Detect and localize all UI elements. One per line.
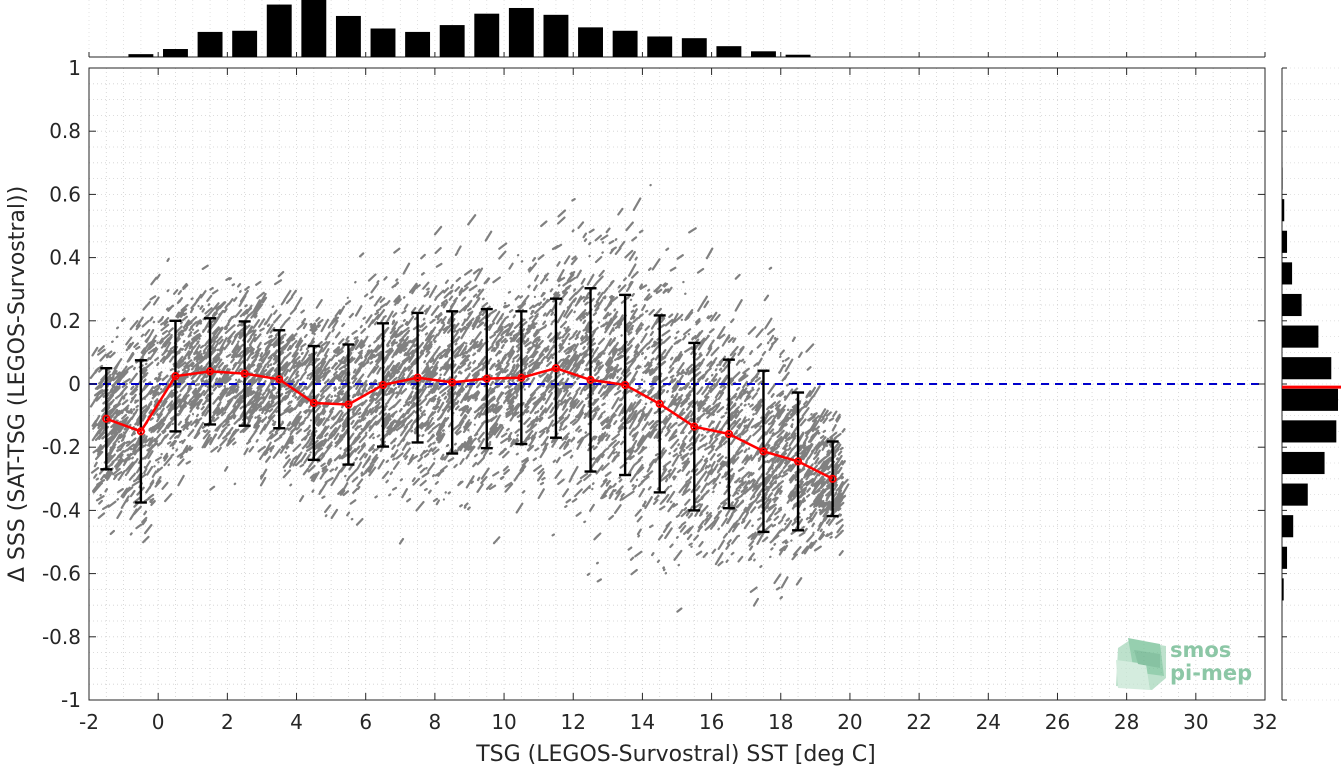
mean-point bbox=[344, 400, 353, 409]
right-hist-bar bbox=[1282, 515, 1294, 538]
x-tick-label: 0 bbox=[152, 710, 165, 734]
y-tick-label: 0.2 bbox=[49, 309, 81, 333]
top-hist-bar bbox=[370, 28, 396, 57]
mean-point bbox=[413, 373, 422, 382]
mean-point bbox=[793, 457, 803, 466]
y-tick-label: -0.4 bbox=[42, 498, 81, 522]
right-hist-bar bbox=[1282, 357, 1332, 380]
right-hist-bar bbox=[1282, 293, 1302, 317]
top-hist-bar bbox=[439, 25, 465, 57]
mean-point bbox=[240, 369, 249, 378]
top-hist-bar bbox=[751, 51, 776, 57]
mean-point bbox=[551, 364, 561, 373]
mean-point bbox=[448, 378, 457, 387]
mean-point bbox=[724, 429, 733, 439]
x-axis-label: TSG (LEGOS-Survostral) SST [deg C] bbox=[475, 742, 876, 767]
mean-point bbox=[759, 447, 768, 456]
mean-point bbox=[205, 367, 215, 376]
top-hist-bar bbox=[785, 54, 811, 57]
mean-point bbox=[690, 422, 699, 431]
x-tick-label: -2 bbox=[79, 710, 99, 734]
top-hist-bar bbox=[508, 7, 534, 58]
right-hist-bar bbox=[1282, 483, 1308, 506]
right-hist-bar bbox=[1282, 420, 1337, 443]
binned-mean-line bbox=[102, 364, 837, 483]
top-hist-bar bbox=[266, 4, 292, 57]
top-hist-bar bbox=[647, 36, 673, 57]
scatter-cloud bbox=[89, 183, 850, 613]
mean-point bbox=[309, 398, 318, 408]
x-tick-label: 8 bbox=[429, 710, 442, 734]
x-tick-label: 16 bbox=[699, 710, 724, 734]
mean-point bbox=[621, 380, 630, 390]
x-tick-label: 20 bbox=[837, 710, 862, 734]
y-tick-label: -0.8 bbox=[42, 625, 81, 649]
mean-point bbox=[171, 371, 180, 381]
y-tick-label: 0.4 bbox=[49, 246, 81, 270]
right-hist-bar bbox=[1282, 451, 1325, 475]
x-tick-label: 22 bbox=[906, 710, 931, 734]
x-tick-label: 32 bbox=[1252, 710, 1277, 734]
logo-cube-icon bbox=[1116, 638, 1166, 690]
right-hist-bar bbox=[1282, 388, 1338, 411]
top-hist-bar bbox=[197, 31, 223, 57]
top-hist-bar bbox=[578, 27, 603, 57]
logo-text-line1: smos bbox=[1170, 638, 1231, 662]
top-hist-bar bbox=[543, 14, 569, 57]
mean-point bbox=[517, 373, 526, 382]
mean-point bbox=[655, 399, 664, 409]
top-hist-bar bbox=[716, 46, 742, 57]
right-hist-bar bbox=[1282, 230, 1288, 253]
right-hist-bar bbox=[1282, 262, 1293, 285]
right-histogram bbox=[1282, 167, 1341, 601]
axis-ticks: -2 0 2 4 6 8 10 12 14 16 18 20 22 24 26 28 30 32-1-0.8-0.… bbox=[42, 52, 1287, 734]
mean-series-line bbox=[105, 366, 834, 480]
y-tick-label: -1 bbox=[61, 688, 81, 712]
top-hist-bar bbox=[232, 30, 258, 57]
top-hist-bar bbox=[301, 0, 327, 57]
right-hist-bar bbox=[1282, 578, 1284, 601]
x-tick-label: 2 bbox=[221, 710, 234, 734]
mean-point bbox=[275, 375, 284, 384]
logo-text-line2: pi-mep bbox=[1170, 661, 1252, 685]
x-tick-label: 24 bbox=[976, 710, 1001, 734]
scatter-points bbox=[89, 183, 850, 613]
mean-point bbox=[102, 414, 111, 423]
top-histogram bbox=[128, 0, 811, 58]
top-hist-bar bbox=[474, 13, 500, 57]
right-hist-bar bbox=[1282, 167, 1283, 190]
x-tick-label: 6 bbox=[359, 710, 372, 734]
mean-point bbox=[828, 474, 837, 483]
x-tick-label: 14 bbox=[630, 710, 655, 734]
x-tick-label: 4 bbox=[290, 710, 303, 734]
mean-point bbox=[482, 374, 491, 383]
y-tick-label: -0.2 bbox=[42, 435, 81, 459]
x-tick-label: 12 bbox=[561, 710, 586, 734]
x-tick-label: 18 bbox=[768, 710, 793, 734]
y-tick-label: 1 bbox=[68, 56, 81, 80]
x-tick-label: 28 bbox=[1114, 710, 1139, 734]
top-hist-bar bbox=[163, 49, 188, 57]
mean-point bbox=[136, 427, 145, 436]
y-tick-label: 0.8 bbox=[49, 119, 81, 143]
x-tick-label: 10 bbox=[491, 710, 516, 734]
y-tick-label: 0 bbox=[68, 372, 81, 396]
y-tick-label: -0.6 bbox=[42, 562, 81, 586]
top-hist-bar bbox=[128, 54, 154, 57]
smos-pimep-logo: smos pi-mep bbox=[1116, 638, 1252, 690]
top-hist-bar bbox=[612, 30, 638, 57]
y-tick-label: 0.6 bbox=[49, 182, 81, 206]
mean-point bbox=[586, 375, 595, 384]
top-hist-bar bbox=[335, 15, 361, 58]
top-hist-bar bbox=[681, 38, 707, 57]
right-hist-bar bbox=[1282, 325, 1319, 348]
mean-point bbox=[378, 380, 388, 390]
top-hist-bar bbox=[405, 31, 431, 57]
y-axis-label: Δ SSS (SAT-TSG (LEGOS-Survostral)) bbox=[5, 186, 30, 582]
x-tick-label: 30 bbox=[1183, 710, 1208, 734]
right-hist-bar bbox=[1282, 546, 1288, 569]
right-hist-bar bbox=[1282, 199, 1285, 222]
x-tick-label: 26 bbox=[1045, 710, 1070, 734]
